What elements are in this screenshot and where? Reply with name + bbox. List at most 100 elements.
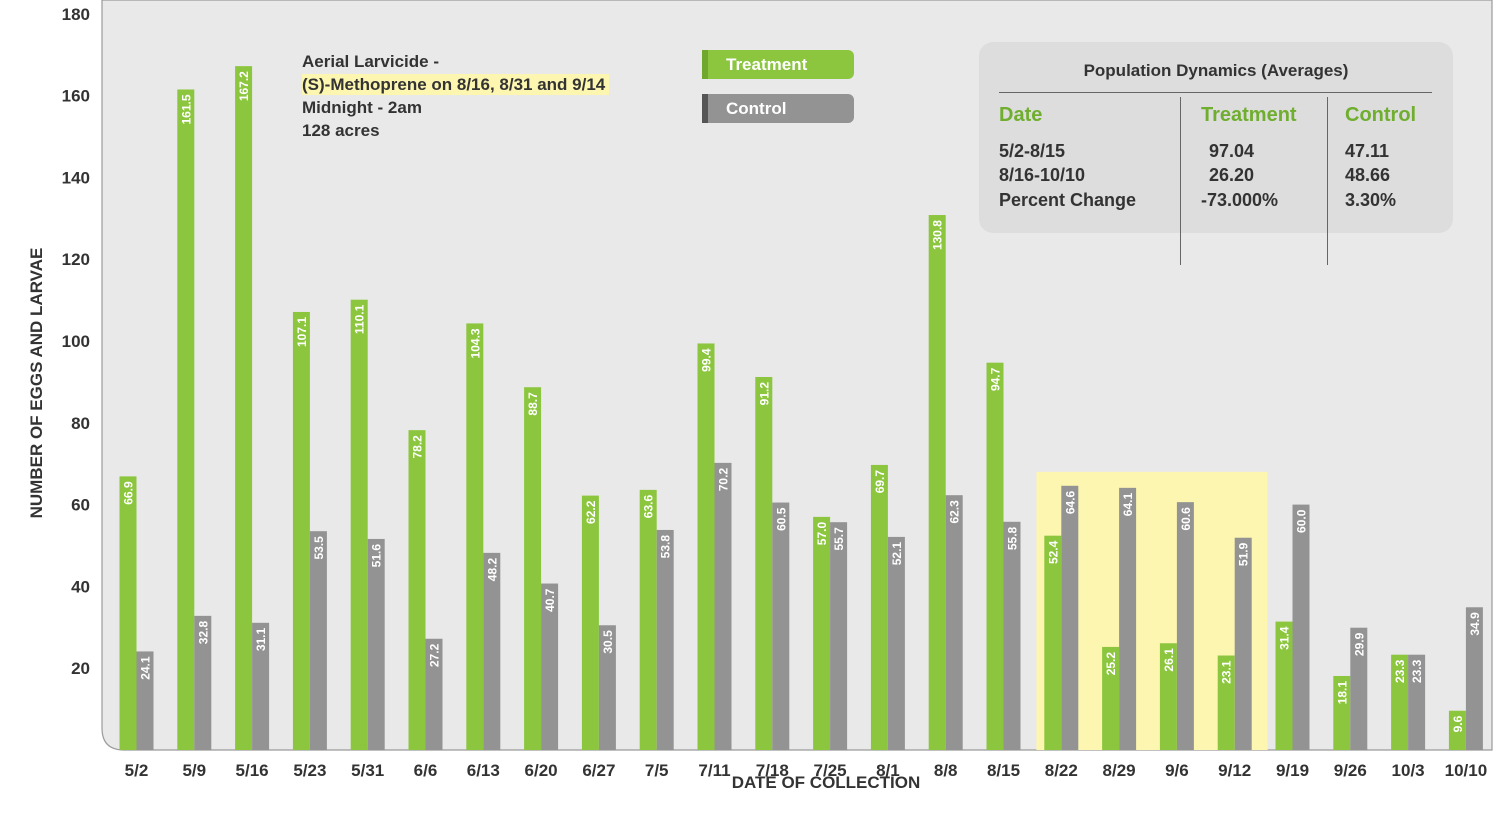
header-treatment: Treatment [1201,104,1297,126]
x-tick-label: 7/5 [645,761,669,780]
y-tick-label: 20 [71,659,90,678]
treatment-bar [1102,646,1120,750]
control-bar [656,529,674,750]
header-date: Date [999,104,1043,126]
x-tick-label: 9/6 [1165,761,1189,780]
y-tick-label: 80 [71,414,90,433]
y-tick-label: 140 [62,168,90,187]
control-bar [541,583,559,750]
treatment-value-label: 107.1 [295,317,309,347]
control-bar [309,531,327,750]
treatment-bar [292,311,310,750]
control-bar [1061,485,1079,750]
treatment-bar [870,464,888,750]
x-tick-label: 8/1 [876,761,900,780]
treatment-bar [177,89,195,751]
control-bar [1119,487,1137,750]
treatment-bar [1159,643,1177,750]
row-treatment: 26.20 [1209,165,1255,185]
treatment-bar [639,489,657,750]
control-value-label: 53.8 [659,535,673,559]
y-tick-label: 160 [62,87,90,106]
note-line-2: (S)-Methoprene on 8/16, 8/31 and 9/14 [302,74,610,95]
x-tick-label: 5/31 [351,761,384,780]
treatment-bar [119,476,137,750]
x-tick-label: 8/29 [1103,761,1136,780]
x-tick-label: 6/27 [582,761,615,780]
control-value-label: 64.6 [1063,490,1077,514]
control-value-label: 60.5 [774,507,788,531]
control-value-label: 32.8 [196,621,210,645]
control-bar [1176,502,1194,750]
population-dynamics-table: Population Dynamics (Averages) Date Trea… [979,42,1453,265]
treatment-note: Aerial Larvicide - (S)-Methoprene on 8/1… [302,50,702,142]
legend-control: Control [702,94,854,123]
x-tick-label: 6/20 [525,761,558,780]
summary-divider [999,92,1432,93]
x-tick-label: 8/22 [1045,761,1078,780]
control-value-label: 55.8 [1006,526,1020,550]
row-treatment: -73.000% [1201,190,1279,210]
y-axis-title: NUMBER OF EGGS AND LARVAE [27,248,46,519]
note-line-1: Aerial Larvicide - [302,52,440,71]
control-bar [1350,627,1368,750]
control-bar [1234,537,1252,750]
legend-treatment: Treatment [702,50,854,79]
treatment-bar [408,430,426,750]
treatment-value-label: 9.6 [1451,715,1465,732]
x-axis-title: DATE OF COLLECTION [732,773,921,792]
y-tick-label: 180 [62,5,90,24]
control-value-label: 51.6 [370,544,384,568]
treatment-bar [1275,621,1293,750]
treatment-value-label: 88.7 [526,392,540,416]
legend-control-label: Control [726,99,787,118]
treatment-bar [1391,654,1409,750]
treatment-value-label: 78.2 [411,435,425,459]
control-value-label: 31.1 [254,627,268,651]
y-tick-label: 100 [62,332,90,351]
control-bar [772,502,790,750]
treatment-value-label: 99.4 [700,348,714,372]
control-bar [194,615,212,750]
treatment-value-label: 69.7 [873,470,887,494]
control-value-label: 60.6 [1179,507,1193,531]
treatment-value-label: 167.2 [237,71,251,101]
treatment-bar [697,343,715,750]
treatment-value-label: 18.1 [1335,681,1349,705]
treatment-bar [928,215,946,750]
control-bar [945,495,963,750]
x-tick-label: 5/2 [125,761,149,780]
row-control: 48.66 [1345,165,1391,185]
header-control: Control [1345,104,1417,126]
control-value-label: 23.3 [1410,659,1424,683]
row-control: 47.11 [1345,141,1390,161]
control-bar [483,552,501,750]
control-value-label: 64.1 [1121,493,1135,517]
treatment-value-label: 94.7 [989,367,1003,391]
x-tick-label: 8/8 [934,761,958,780]
legend-treatment-label: Treatment [726,55,808,74]
x-tick-label: 5/23 [293,761,326,780]
summary-col-divider [1327,97,1328,265]
row-control: 3.30% [1345,190,1397,210]
control-bar [1003,521,1021,750]
treatment-value-label: 26.1 [1162,648,1176,672]
row-date: 5/2-8/15 [999,141,1066,161]
x-tick-label: 9/12 [1218,761,1251,780]
y-tick-label: 60 [71,496,90,515]
x-tick-label: 7/18 [756,761,789,780]
x-tick-label: 9/26 [1334,761,1367,780]
treatment-value-label: 104.3 [468,328,482,358]
control-value-label: 70.2 [717,468,731,492]
control-value-label: 27.2 [428,643,442,667]
control-bar [887,536,905,750]
treatment-bar [1333,675,1351,750]
x-tick-label: 7/25 [814,761,847,780]
x-tick-label: 5/16 [236,761,269,780]
control-value-label: 30.5 [601,630,615,654]
control-bar [598,625,616,750]
treatment-bar [581,495,599,750]
treatment-value-label: 110.1 [353,304,367,334]
treatment-value-label: 23.3 [1393,659,1407,683]
treatment-bar [235,66,253,751]
